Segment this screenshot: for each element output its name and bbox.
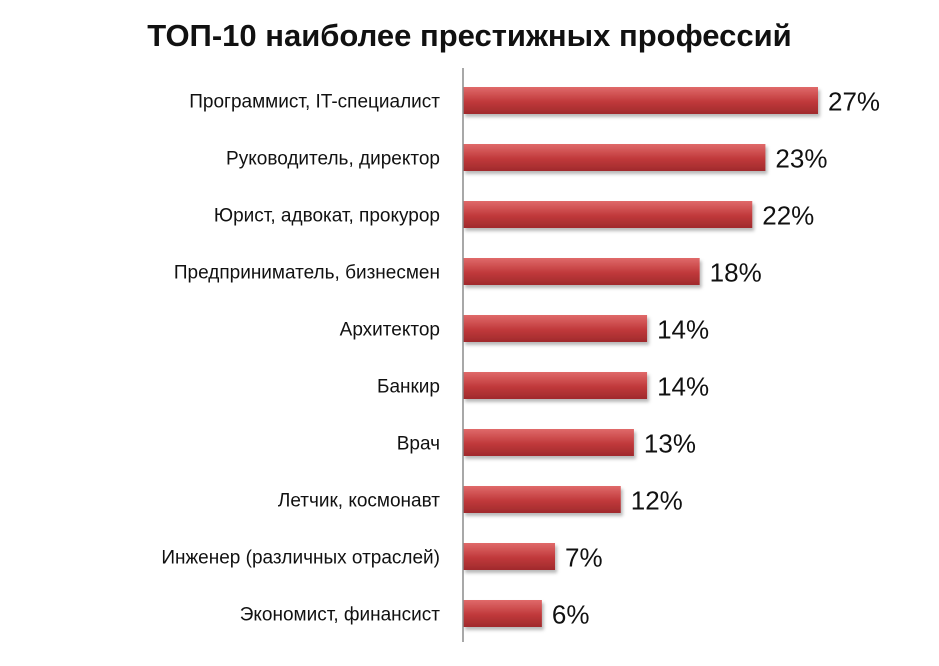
category-label: Инженер (различных отраслей) (161, 548, 440, 569)
category-label: Предприниматель, бизнесмен (174, 263, 440, 284)
data-label: 12% (631, 486, 683, 516)
category-label: Экономист, финансист (240, 605, 441, 626)
bar-4 (463, 258, 700, 285)
category-label: Банкир (377, 377, 440, 398)
category-label: Врач (397, 434, 440, 455)
data-label: 13% (644, 429, 696, 459)
bar-1 (463, 87, 818, 114)
category-label: Юрист, адвокат, прокурор (214, 206, 440, 227)
bar-2 (463, 144, 766, 171)
data-label: 14% (657, 315, 709, 345)
data-label: 27% (828, 87, 880, 117)
bar-6 (463, 372, 648, 399)
bar-10 (463, 600, 542, 627)
data-label: 7% (565, 543, 603, 573)
chart-title: ТОП-10 наиболее престижных профессий (147, 18, 792, 53)
bar-7 (463, 429, 634, 456)
category-label: Программист, IT-специалист (189, 92, 440, 113)
data-label: 18% (710, 258, 762, 288)
data-label: 14% (657, 372, 709, 402)
category-label: Руководитель, директор (226, 149, 440, 170)
bar-3 (463, 201, 753, 228)
bar-5 (463, 315, 648, 342)
bar-9 (463, 543, 556, 570)
category-label: Летчик, космонавт (278, 491, 440, 512)
category-label: Архитектор (340, 320, 440, 341)
data-label: 22% (762, 201, 814, 231)
bar-8 (463, 486, 621, 513)
data-label: 23% (775, 144, 827, 174)
data-label: 6% (552, 600, 590, 630)
